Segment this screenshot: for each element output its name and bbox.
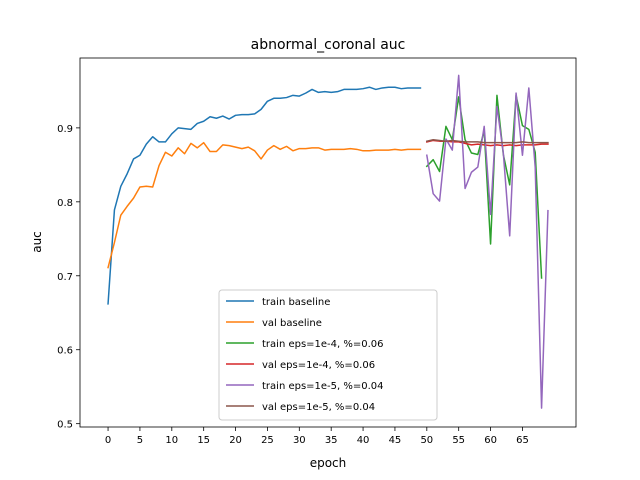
x-tick-label: 50 — [420, 435, 433, 446]
x-tick-label: 65 — [516, 435, 529, 446]
y-tick-label: 0.5 — [57, 420, 73, 431]
x-tick-label: 25 — [261, 435, 274, 446]
axes-layer: 0 5 10 15 20 25 30 35 40 45 50 55 60 65 0.5 0.6 0.7 0.8 0.… — [57, 57, 577, 446]
legend: train baseline val baseline train eps=1e-4… — [218, 289, 438, 421]
y-tick-label: 0.8 — [57, 198, 73, 209]
y-tick-label: 0.7 — [57, 272, 73, 283]
x-axis-label: epoch — [310, 456, 347, 470]
x-tick-label: 55 — [452, 435, 465, 446]
x-tick-label: 35 — [325, 435, 338, 446]
x-tick-label: 5 — [137, 435, 143, 446]
series-layer — [107, 74, 549, 409]
y-axis-label: auc — [30, 231, 44, 253]
x-tick-label: 15 — [197, 435, 210, 446]
y-tick-label: 0.6 — [57, 346, 73, 357]
x-tick-label: 60 — [484, 435, 497, 446]
series-line-1 — [107, 86, 422, 305]
x-tick-label: 45 — [389, 435, 402, 446]
legend-label-1: train baseline — [262, 297, 330, 308]
axes-frame — [79, 57, 577, 428]
x-tick-label: 10 — [165, 435, 178, 446]
x-tick-label: 30 — [293, 435, 306, 446]
legend-label-4: val eps=1e-4, %=0.06 — [262, 360, 375, 371]
series-line-3 — [425, 94, 543, 279]
y-tick-label: 0.9 — [57, 124, 73, 135]
legend-label-6: val eps=1e-5, %=0.04 — [262, 402, 375, 413]
x-tick-label: 20 — [229, 435, 242, 446]
x-tick-label: 0 — [105, 435, 111, 446]
series-line-5 — [425, 74, 549, 409]
chart-title: abnormal_coronal auc — [251, 37, 406, 53]
legend-label-5: train eps=1e-5, %=0.04 — [262, 381, 384, 392]
series-line-6 — [425, 138, 549, 144]
legend-box — [218, 289, 438, 421]
series-line-2 — [107, 141, 422, 269]
legend-label-3: train eps=1e-4, %=0.06 — [262, 339, 384, 350]
x-tick-label: 40 — [357, 435, 370, 446]
legend-label-2: val baseline — [262, 318, 322, 329]
